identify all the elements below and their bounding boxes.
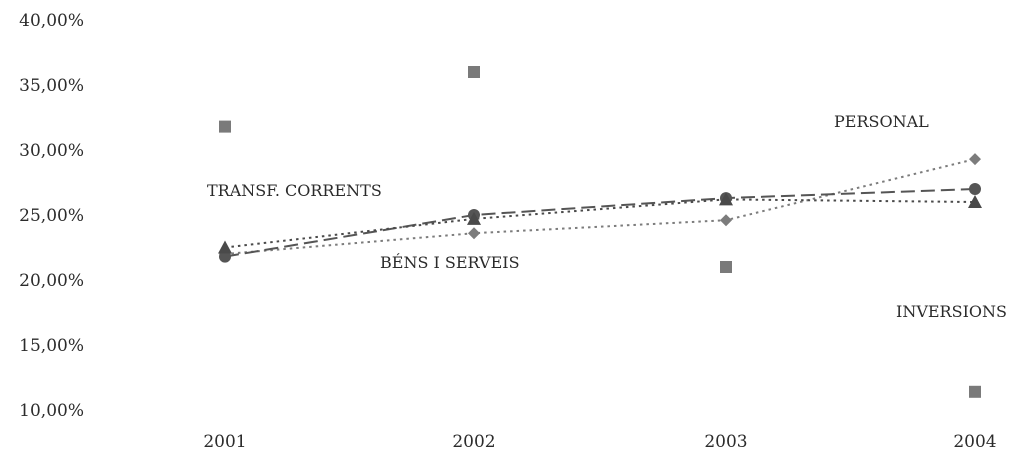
data-point-2-0 bbox=[218, 240, 232, 254]
y-axis-ticks: 10,00% 15,00% 20,00% 25,00% 30,00% 35,00% 40,0… bbox=[19, 11, 84, 421]
y-tick-label: 30,00% bbox=[19, 141, 84, 161]
series-label-inversions: INVERSIONS bbox=[896, 302, 1007, 321]
data-point-3-3 bbox=[969, 385, 981, 398]
series-lines bbox=[224, 158, 976, 258]
series-line-2 bbox=[224, 198, 976, 249]
data-point-3-1 bbox=[468, 66, 480, 78]
x-tick-label: 2004 bbox=[953, 432, 996, 450]
y-tick-label: 10,00% bbox=[19, 401, 84, 421]
series-line-0 bbox=[224, 158, 976, 255]
y-tick-label: 20,00% bbox=[19, 271, 84, 291]
data-point-2-1 bbox=[467, 211, 481, 225]
data-point-0-2 bbox=[720, 214, 732, 227]
data-point-0-1 bbox=[468, 227, 480, 240]
data-point-1-0 bbox=[219, 250, 231, 263]
series-line-1 bbox=[224, 188, 976, 258]
series-markers bbox=[218, 66, 982, 398]
data-point-2-2 bbox=[719, 192, 733, 206]
y-tick-label: 40,00% bbox=[19, 11, 84, 31]
series-label-transf-corrents: TRANSF. CORRENTS bbox=[207, 181, 382, 200]
data-point-2-3 bbox=[968, 195, 982, 208]
x-tick-label: 2002 bbox=[452, 432, 495, 450]
series-label-personal: PERSONAL bbox=[834, 112, 929, 131]
data-point-3-0 bbox=[219, 120, 231, 133]
y-tick-label: 25,00% bbox=[19, 206, 84, 226]
x-tick-label: 2003 bbox=[704, 432, 747, 450]
x-axis-ticks: 2001 2002 2003 2004 bbox=[203, 432, 996, 450]
series-label-bens-i-serveis: BÉNS I SERVEIS bbox=[380, 252, 520, 272]
y-tick-label: 15,00% bbox=[19, 336, 84, 356]
data-point-0-3 bbox=[969, 153, 981, 166]
y-tick-label: 35,00% bbox=[19, 76, 84, 96]
series-labels: PERSONAL BÉNS I SERVEIS TRANSF. CORRENTS… bbox=[207, 112, 1007, 321]
data-point-3-2 bbox=[720, 261, 732, 273]
data-point-1-3 bbox=[969, 183, 981, 195]
x-tick-label: 2001 bbox=[203, 432, 246, 450]
